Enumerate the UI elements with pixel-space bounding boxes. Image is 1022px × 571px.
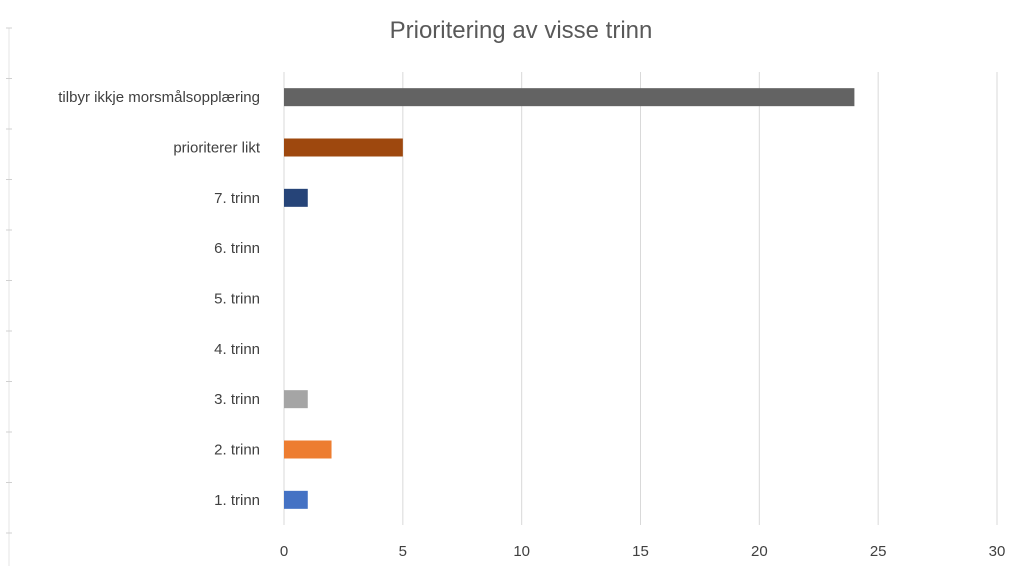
x-tick-label: 10: [513, 543, 530, 560]
chart-title: Prioritering av visse trinn: [390, 17, 653, 44]
bar: [284, 490, 308, 509]
x-tick-label: 15: [632, 543, 649, 560]
bar: [284, 188, 308, 207]
x-tick-label: 20: [751, 543, 768, 560]
gridlines: [6, 27, 998, 566]
x-tick-label: 25: [870, 543, 887, 560]
category-label: 1. trinn: [214, 492, 260, 509]
bar: [284, 440, 332, 459]
x-tick-label: 0: [280, 543, 288, 560]
bar: [284, 390, 308, 409]
bar: [284, 138, 403, 157]
category-label: 3. trinn: [214, 391, 260, 408]
category-label: prioriterer likt: [173, 140, 261, 157]
category-labels: tilbyr ikkje morsmålsopplæring prioritere…: [58, 89, 261, 509]
category-label: 5. trinn: [214, 291, 260, 308]
category-label: 6. trinn: [214, 240, 260, 257]
x-tick-label: 30: [989, 543, 1006, 560]
category-label: 2. trinn: [214, 442, 260, 459]
bars: [284, 88, 855, 509]
category-label: tilbyr ikkje morsmålsopplæring: [58, 89, 260, 106]
category-label: 4. trinn: [214, 341, 260, 358]
category-label: 7. trinn: [214, 190, 260, 207]
x-tick-label: 5: [399, 543, 407, 560]
bar: [284, 88, 855, 107]
x-axis-tick-labels: 0 5 10 15 20 25 30: [280, 543, 1006, 560]
